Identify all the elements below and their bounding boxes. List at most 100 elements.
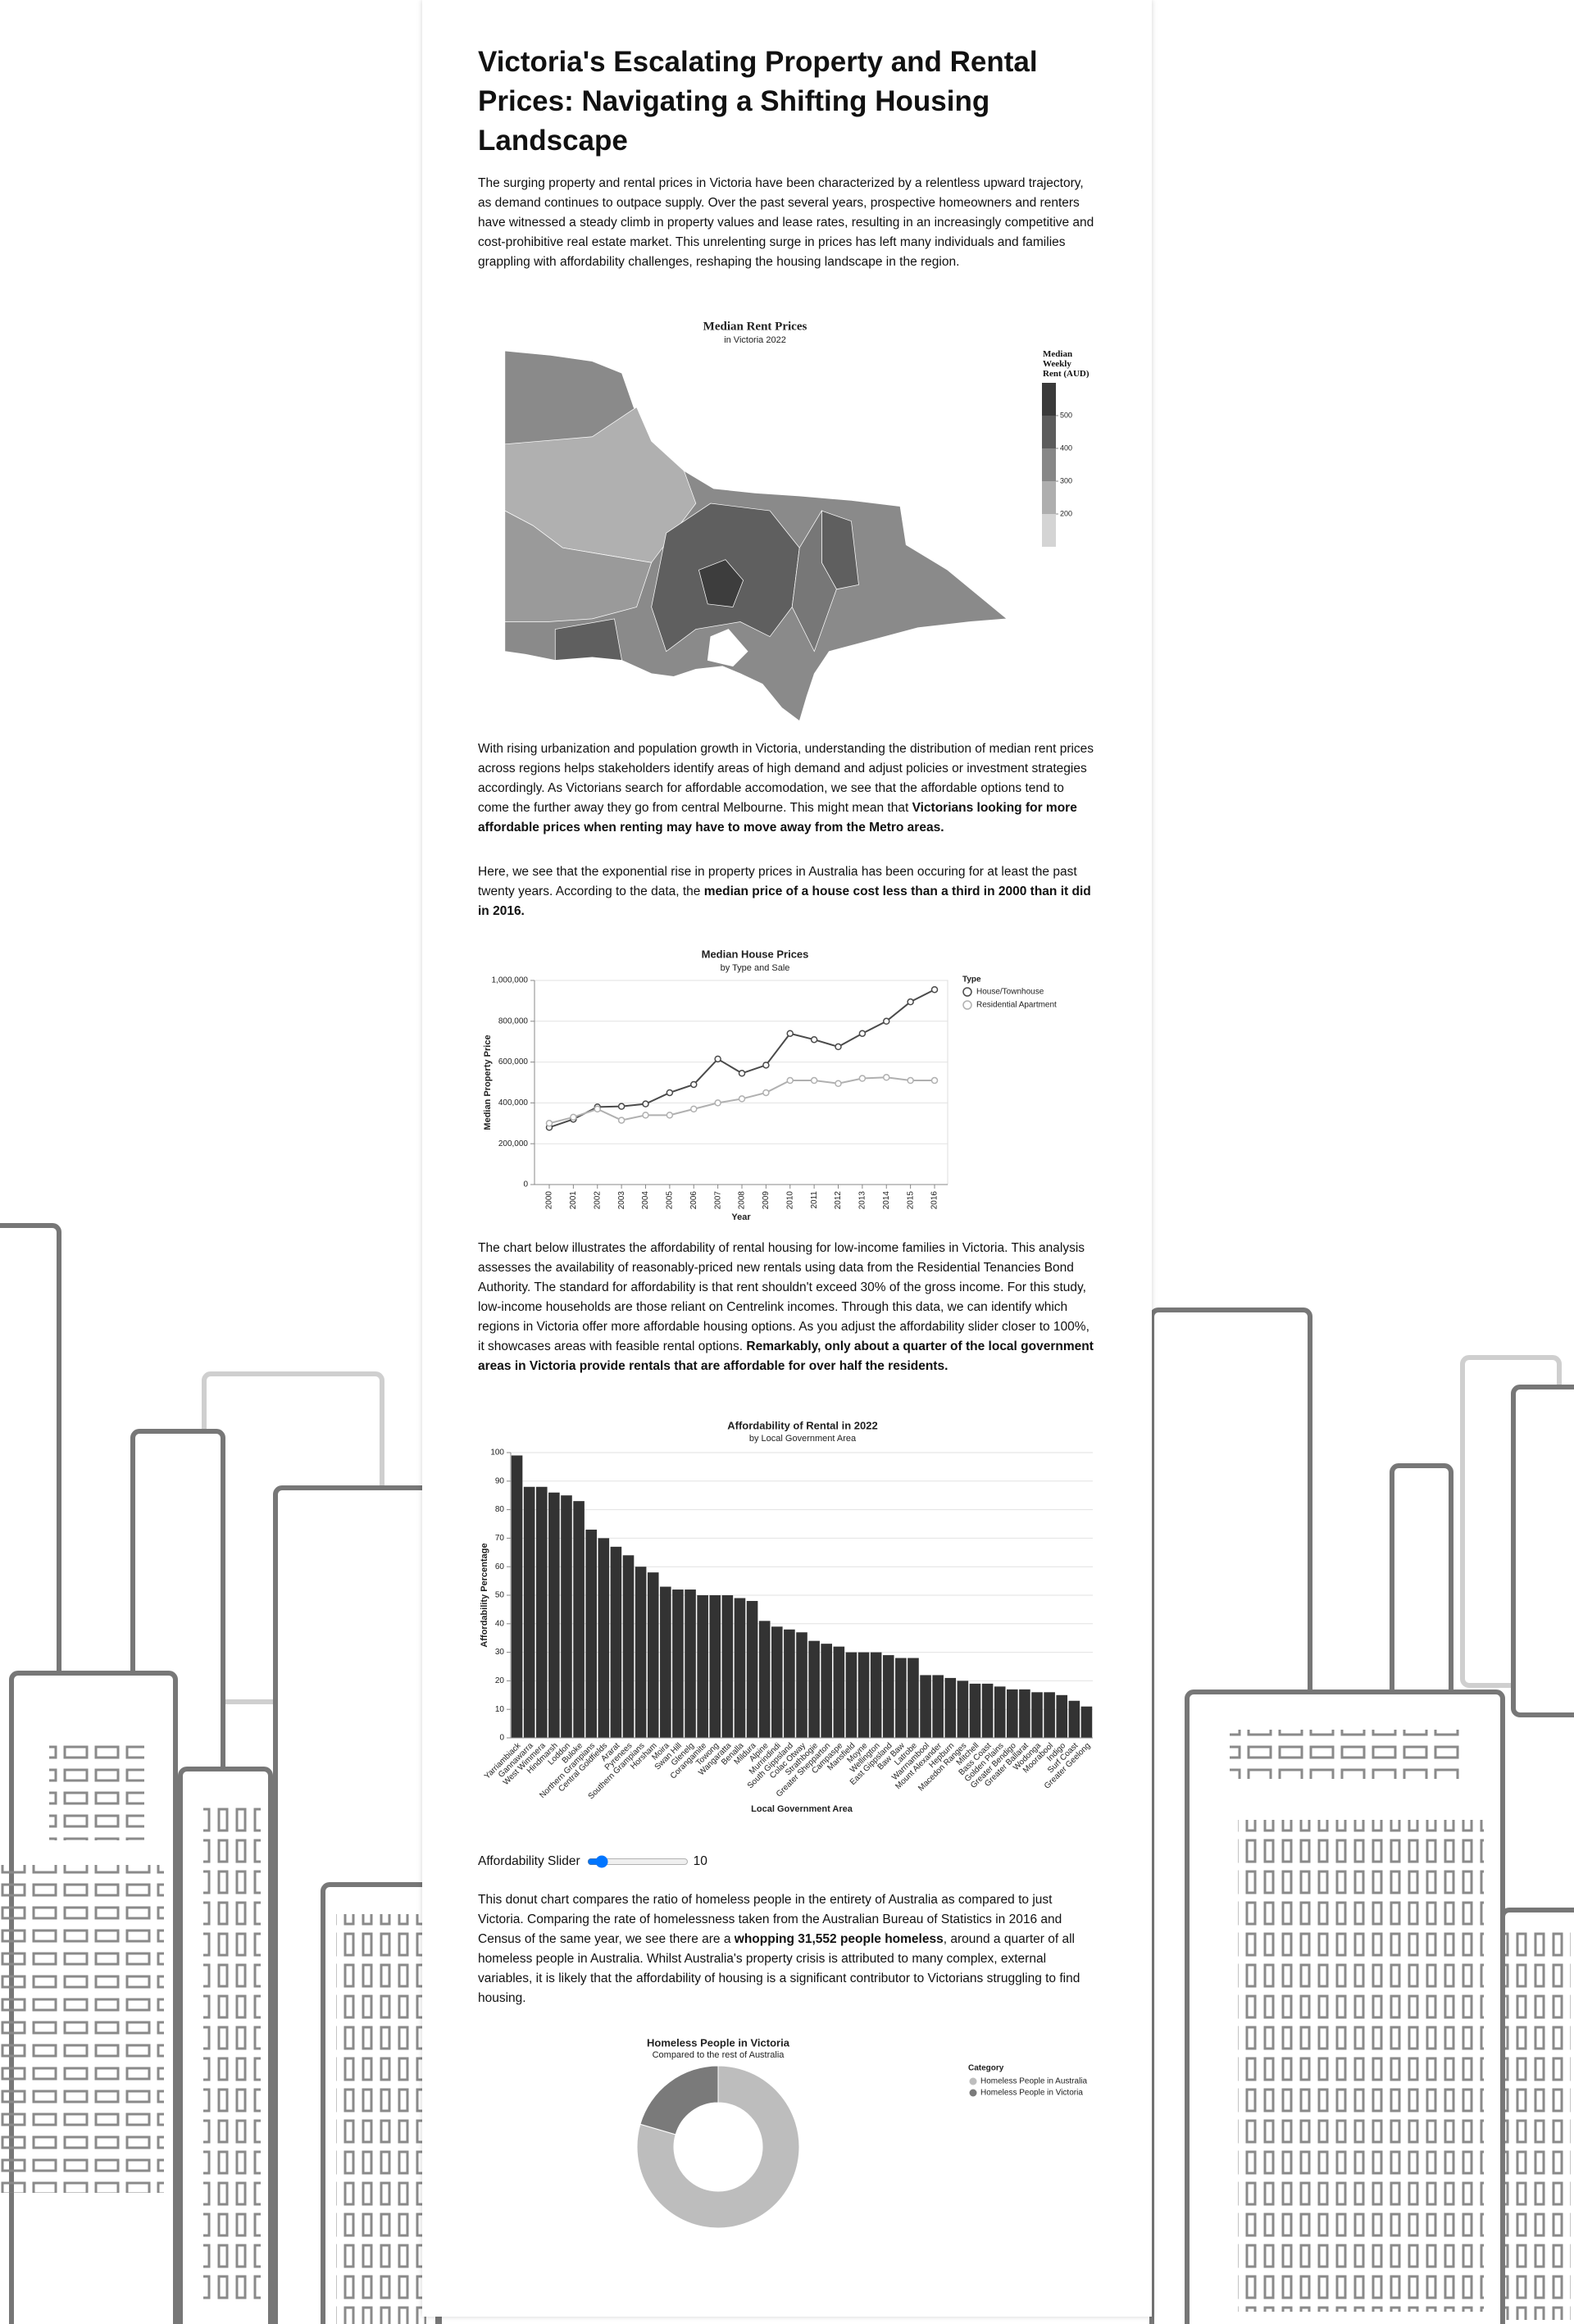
legend-tick-label: 500 [1060, 411, 1072, 419]
y-tick-label: 600,000 [498, 1057, 529, 1066]
bar [697, 1595, 708, 1738]
bar [784, 1629, 795, 1738]
bar [920, 1675, 931, 1738]
article-title: Victoria's Escalating Property and Renta… [478, 46, 1038, 157]
y-tick-label: 70 [495, 1534, 505, 1543]
slider-label: Affordability Slider [478, 1854, 580, 1868]
plot-frame [534, 980, 948, 1185]
legend-title: Category [968, 2064, 1004, 2073]
text-run: , around a quarter of all homeless peopl… [478, 1932, 1080, 2005]
bar [932, 1675, 944, 1738]
bar [709, 1595, 721, 1738]
legend-swatch [1042, 481, 1056, 514]
paragraph: The surging property and rental prices i… [478, 174, 1094, 272]
x-tick-label: 2005 [666, 1191, 675, 1210]
legend-swatch [1042, 416, 1056, 448]
bar [660, 1586, 671, 1738]
y-tick-label: 100 [490, 1449, 504, 1458]
data-point [907, 998, 914, 1006]
data-point [738, 1095, 746, 1103]
data-point [930, 1076, 939, 1085]
y-tick-label: 30 [495, 1648, 505, 1657]
bar [672, 1590, 684, 1738]
data-point [594, 1105, 601, 1113]
legend-title: Type [962, 976, 981, 985]
paragraph: The chart below illustrates the affordab… [478, 1239, 1094, 1376]
bar [845, 1652, 858, 1738]
bar [598, 1538, 610, 1738]
map-region [554, 618, 622, 661]
data-point [617, 1103, 626, 1110]
bar [796, 1632, 807, 1738]
y-tick-label: 800,000 [498, 1016, 529, 1026]
text-run: The surging property and rental prices i… [478, 176, 1094, 269]
windows [1230, 1730, 1459, 1779]
bar [808, 1640, 820, 1738]
y-tick-label: 60 [495, 1562, 505, 1571]
y-tick-label: 1,000,000 [492, 976, 529, 985]
text-run: The chart below illustrates the affordab… [478, 1241, 1090, 1353]
x-tick-label: 2013 [858, 1191, 867, 1210]
bar [821, 1644, 833, 1738]
data-point [762, 1062, 770, 1069]
legend-symbol [962, 987, 972, 997]
bar [1080, 1706, 1093, 1738]
x-tick-label: 2009 [762, 1191, 771, 1210]
bar [1019, 1689, 1030, 1738]
x-tick-label: 2003 [617, 1191, 626, 1210]
x-tick-label: 2001 [569, 1191, 578, 1210]
y-axis-label: Affordability Percentage [480, 1543, 489, 1647]
bar-chart: Affordability of Rental in 2022 by Local … [480, 1419, 1093, 1814]
y-tick-label: 40 [495, 1619, 505, 1628]
slider-control: Affordability Slider 10 [478, 1854, 707, 1869]
data-point [858, 1030, 867, 1037]
chart-subtitle: by Type and Sale [721, 963, 790, 973]
bar [1068, 1700, 1080, 1738]
bar [511, 1455, 523, 1738]
windows [336, 1914, 426, 2324]
x-tick-label: 2008 [738, 1191, 747, 1210]
map-region [698, 559, 744, 607]
y-tick-label: 200,000 [498, 1139, 529, 1148]
bar [548, 1492, 560, 1738]
y-tick-label: 400,000 [498, 1098, 529, 1107]
y-axis-label: Median Property Price [483, 1035, 493, 1130]
chart-title: Affordability of Rental in 2022 [727, 1419, 877, 1431]
bold-text: Remarkably, only about a quarter of the … [478, 1339, 1094, 1373]
data-point [835, 1080, 842, 1087]
data-point [666, 1112, 674, 1119]
x-tick-label: 2010 [785, 1191, 794, 1210]
y-tick-label: 0 [499, 1734, 504, 1743]
y-tick-label: 90 [495, 1476, 505, 1485]
data-point [907, 1076, 914, 1085]
legend-swatch [1042, 514, 1056, 547]
bar [994, 1686, 1006, 1738]
legend-tick-label: 400 [1060, 443, 1072, 452]
x-tick-label: 2006 [689, 1191, 698, 1210]
text-run: Here, we see that the exponential rise i… [478, 865, 1077, 898]
bar [1044, 1692, 1055, 1738]
data-point [835, 1043, 842, 1051]
paragraph: Here, we see that the exponential rise i… [478, 862, 1094, 921]
y-tick-label: 10 [495, 1705, 505, 1714]
x-tick-label: 2011 [810, 1191, 819, 1209]
bar [1056, 1694, 1068, 1738]
article-column: Victoria's Escalating Property and Renta… [422, 0, 1152, 2317]
legend-tick-label: 300 [1060, 476, 1072, 484]
data-point [642, 1100, 649, 1107]
bar [944, 1677, 957, 1738]
affordability-slider[interactable] [586, 1855, 689, 1868]
bar [870, 1652, 882, 1738]
data-point [690, 1080, 698, 1089]
windows [203, 1808, 261, 2299]
chart-title: Homeless People in Victoria [647, 2036, 790, 2049]
bar [1031, 1692, 1043, 1738]
bar [647, 1572, 659, 1738]
bar [573, 1501, 585, 1738]
windows [1238, 1820, 1484, 2312]
map-region [791, 509, 837, 653]
bar [833, 1646, 845, 1738]
windows [1505, 1926, 1571, 2320]
